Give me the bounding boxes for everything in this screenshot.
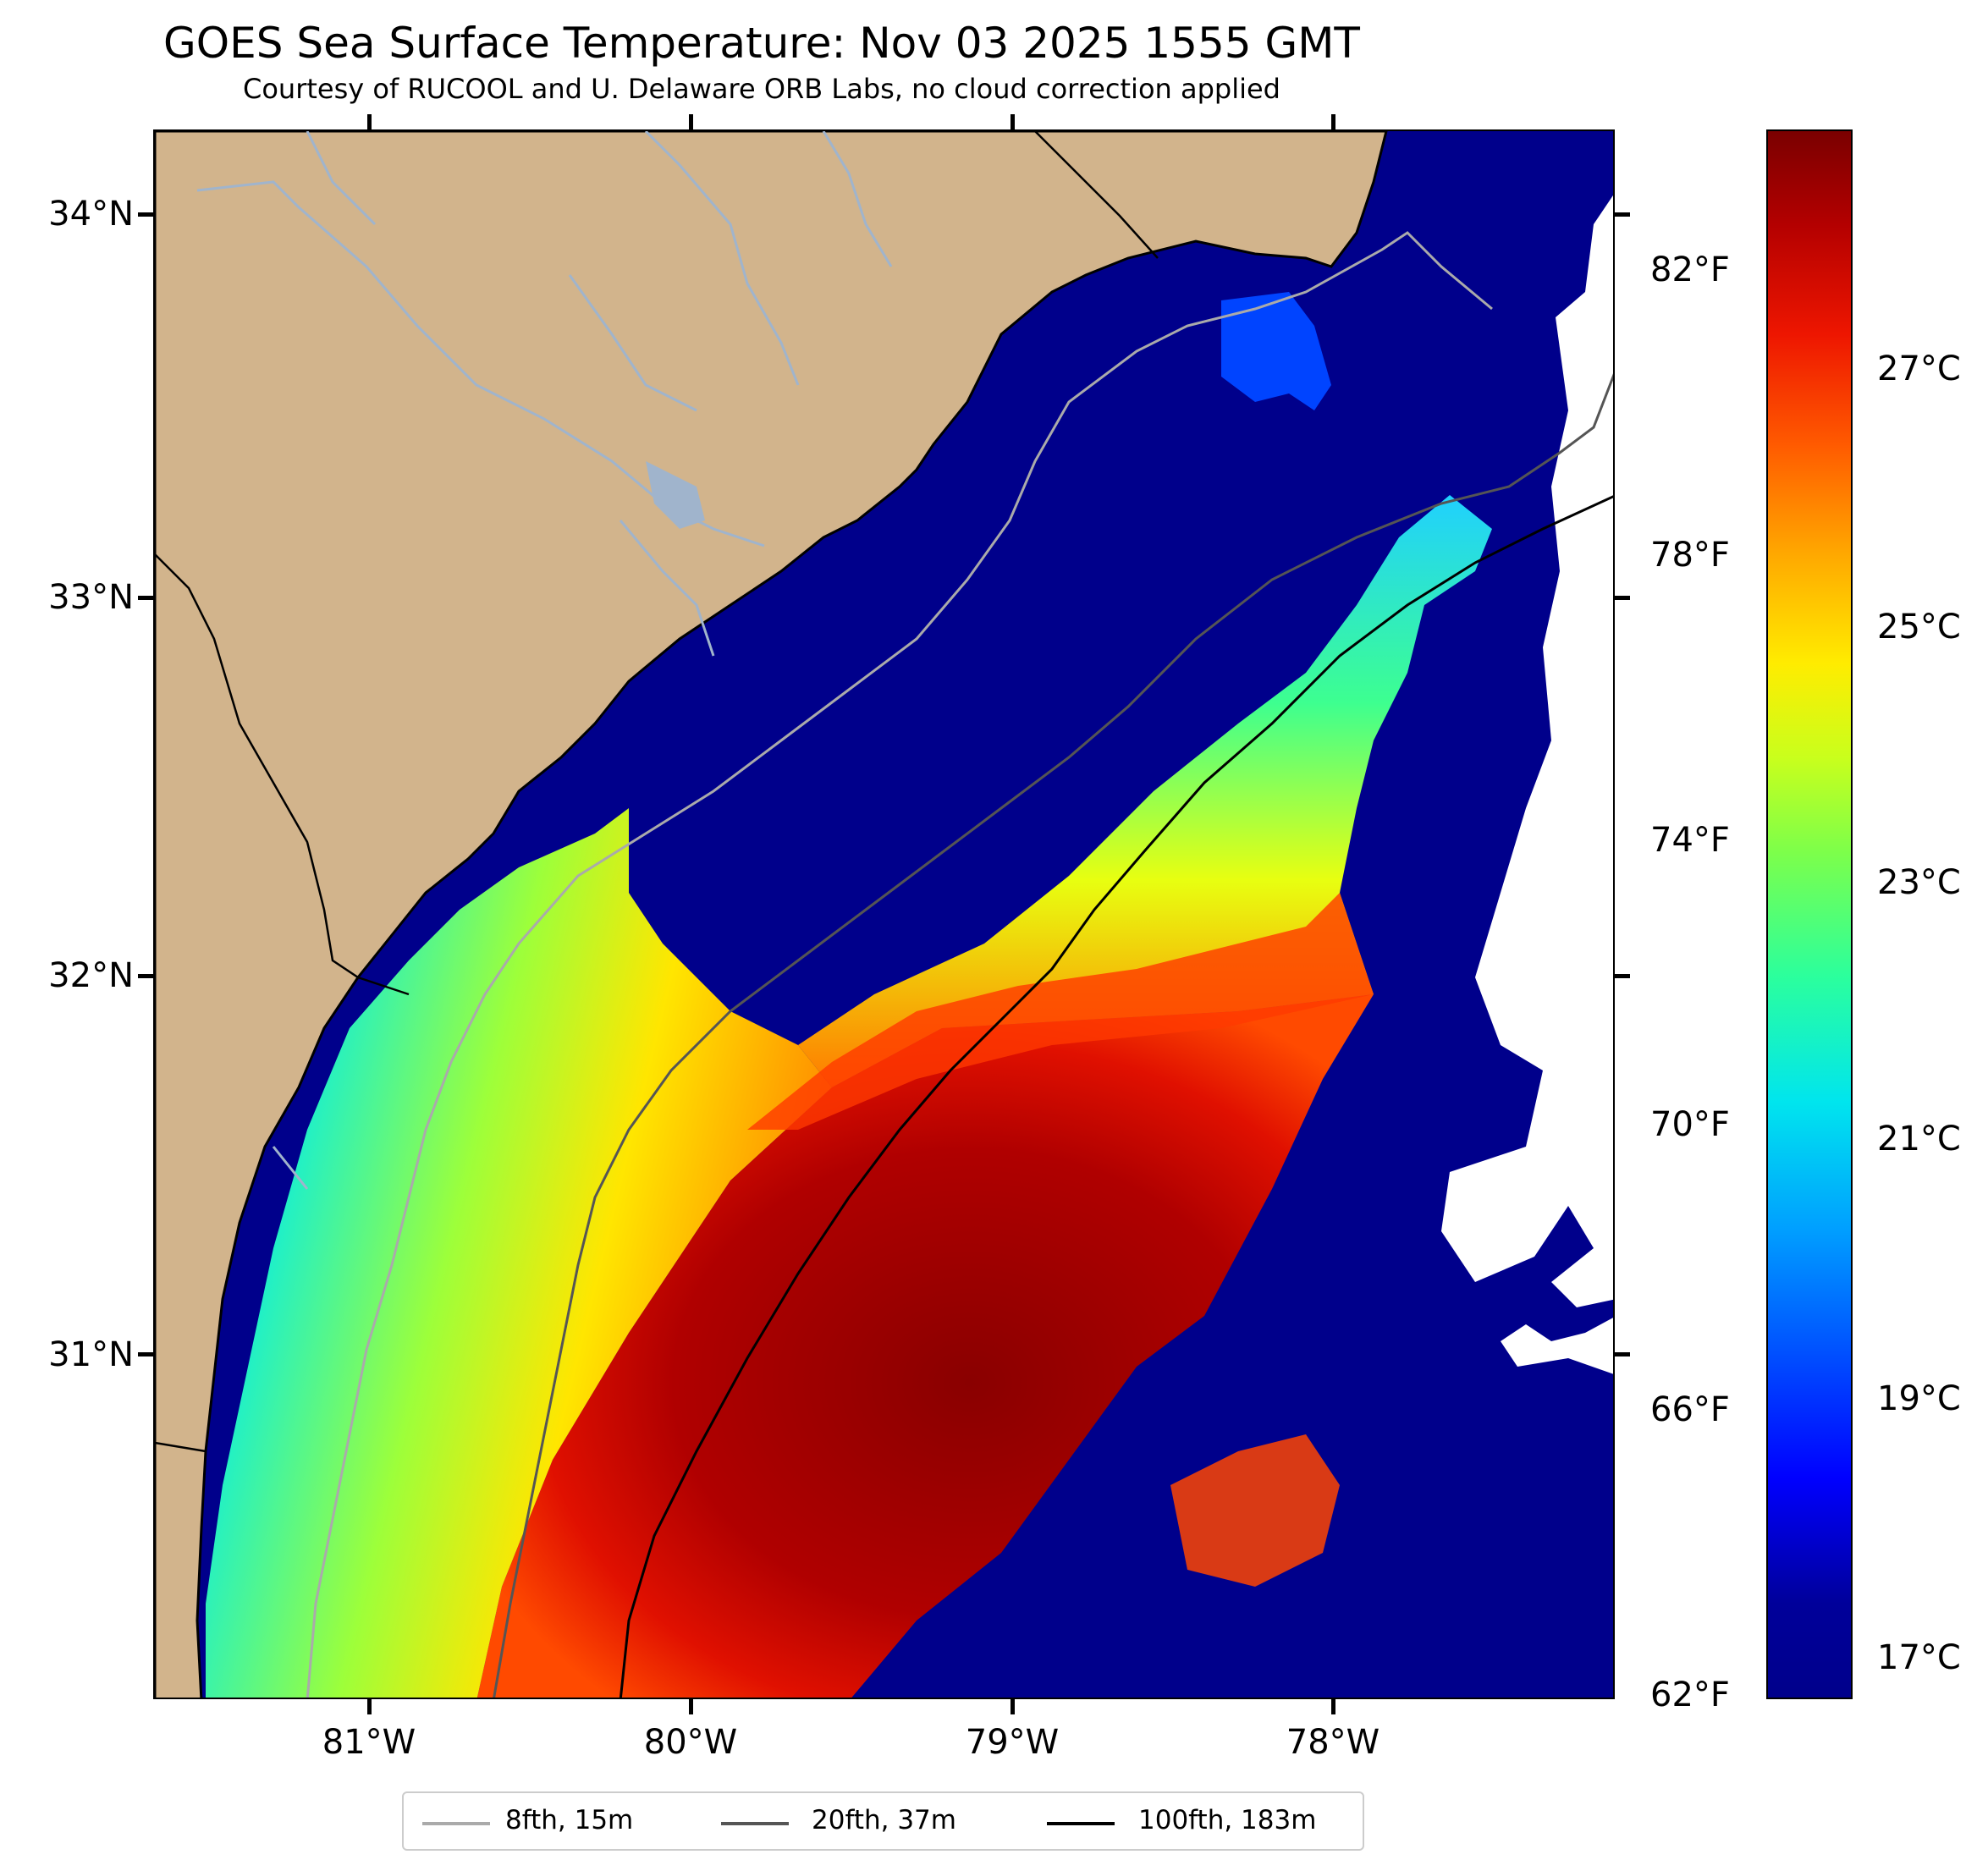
lon-tick-78w [1331,1699,1335,1714]
warm-tongue [747,893,1374,1130]
legend-line-100fth [1047,1822,1115,1825]
lon-tick-79w-top [1011,114,1015,129]
land [155,131,1388,1698]
colorbar-label-82f: 82°F [1650,250,1730,289]
lat-tick-34n-right [1615,212,1630,217]
lake [646,461,705,529]
legend-label-100fth: 100fth, 183m [1138,1805,1317,1835]
colorbar-label-74f: 74°F [1650,821,1730,860]
chart-subtitle: Courtesy of RUCOOL and U. Delaware ORB L… [243,73,1280,105]
lon-label-78w: 78°W [1286,1723,1380,1762]
state-boundary-west [155,553,410,996]
lat-tick-34n [138,212,153,217]
colorbar-label-66f: 66°F [1650,1390,1730,1429]
lat-label-32n: 32°N [48,956,134,995]
lon-tick-79w [1011,1699,1015,1714]
lat-label-31n: 31°N [48,1335,134,1374]
lat-label-33n: 33°N [48,578,134,617]
colorbar-label-19c: 19°C [1877,1379,1961,1418]
contour-legend: 8fth, 15m 20fth, 37m 100fth, 183m [402,1791,1364,1851]
sst-map-canvas [155,131,1613,1698]
lon-label-79w: 79°W [965,1723,1060,1762]
lat-tick-33n [138,596,153,600]
cool-inshore-patch [1221,292,1331,410]
sst-map[interactable] [153,129,1615,1699]
lon-label-80w: 80°W [643,1723,738,1762]
state-boundary-south [155,1441,207,1453]
colorbar-label-78f: 78°F [1650,536,1730,575]
temperature-colorbar [1766,129,1853,1699]
colorbar-label-27c: 27°C [1877,349,1961,388]
legend-label-8fth: 8fth, 15m [505,1805,634,1835]
colorbar-label-23c: 23°C [1877,863,1961,902]
state-boundary-north [1034,131,1159,259]
lon-tick-81w-top [367,114,372,129]
lat-label-34n: 34°N [48,195,134,234]
chart-title: GOES Sea Surface Temperature: Nov 03 202… [163,19,1360,68]
lon-tick-80w [689,1699,693,1714]
lat-tick-32n-right [1615,974,1630,978]
contour-20fth [493,373,1613,1698]
lat-tick-33n-right [1615,596,1630,600]
lon-tick-81w [367,1699,372,1714]
colorbar-label-25c: 25°C [1877,608,1961,647]
gulf-stream-warm [476,994,1374,1698]
contour-8fth [306,231,1493,1698]
colorbar-label-21c: 21°C [1877,1120,1961,1158]
legend-label-20fth: 20fth, 37m [812,1805,956,1835]
colorbar-label-17c: 17°C [1877,1638,1961,1677]
colorbar-label-62f: 62°F [1650,1676,1730,1714]
southern-warm-eddy [1170,1434,1340,1587]
lon-tick-80w-top [689,114,693,129]
lon-label-81w: 81°W [322,1723,416,1762]
legend-line-20fth [721,1822,789,1825]
colorbar-label-70f: 70°F [1650,1105,1730,1144]
legend-line-8fth [422,1822,490,1825]
cloud-patch-southeast [1501,1318,1613,1374]
lat-tick-31n-right [1615,1352,1630,1356]
shelf-water [206,808,832,1698]
contour-100fth [619,495,1613,1698]
lat-tick-31n [138,1352,153,1356]
cloud-patch-east [1441,195,1613,1307]
lon-tick-78w-top [1331,114,1335,129]
lat-tick-32n [138,974,153,978]
